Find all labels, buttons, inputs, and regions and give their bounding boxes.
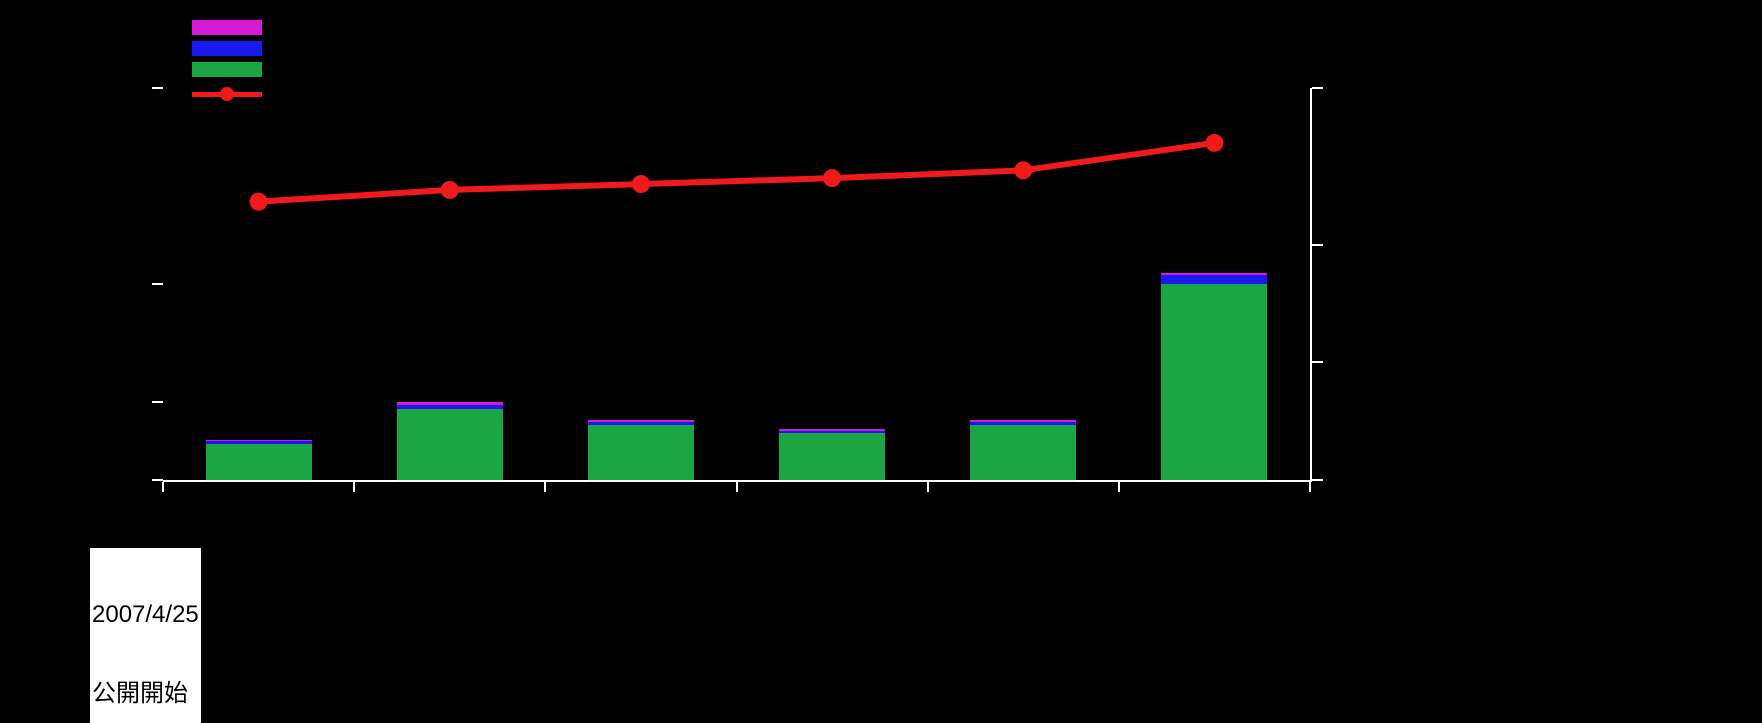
line-marker bbox=[441, 181, 459, 199]
y-right-tick bbox=[1312, 87, 1323, 89]
x-tick bbox=[544, 482, 546, 492]
y-right-tick bbox=[1312, 244, 1323, 246]
line-path bbox=[259, 143, 1215, 202]
x-tick bbox=[1118, 482, 1120, 492]
x-tick bbox=[1309, 482, 1311, 492]
y-left-tick bbox=[152, 87, 163, 89]
legend-dot-red bbox=[220, 87, 234, 101]
y-left-tick bbox=[152, 283, 163, 285]
legend-swatch-green bbox=[192, 62, 262, 77]
annotation-line2: 公開開始 bbox=[92, 681, 199, 707]
annotation-line1: 2007/4/25 bbox=[92, 602, 199, 628]
line-series bbox=[0, 0, 1762, 723]
x-tick bbox=[927, 482, 929, 492]
line-marker bbox=[250, 193, 268, 211]
x-tick bbox=[736, 482, 738, 492]
line-marker bbox=[1205, 134, 1223, 152]
y-right-tick bbox=[1312, 361, 1323, 363]
line-marker bbox=[632, 175, 650, 193]
y-right-tick bbox=[1312, 479, 1323, 481]
line-marker bbox=[823, 169, 841, 187]
y-left-tick bbox=[152, 401, 163, 403]
x-tick bbox=[353, 482, 355, 492]
annotation-start-date: 2007/4/25 公開開始 bbox=[90, 548, 201, 723]
x-tick bbox=[162, 482, 164, 492]
y-left-tick bbox=[152, 479, 163, 481]
chart-root: 2007/4/25 公開開始 bbox=[0, 0, 1762, 723]
legend-swatch-magenta bbox=[192, 20, 262, 35]
line-marker bbox=[1014, 161, 1032, 179]
legend-swatch-blue bbox=[192, 41, 262, 56]
